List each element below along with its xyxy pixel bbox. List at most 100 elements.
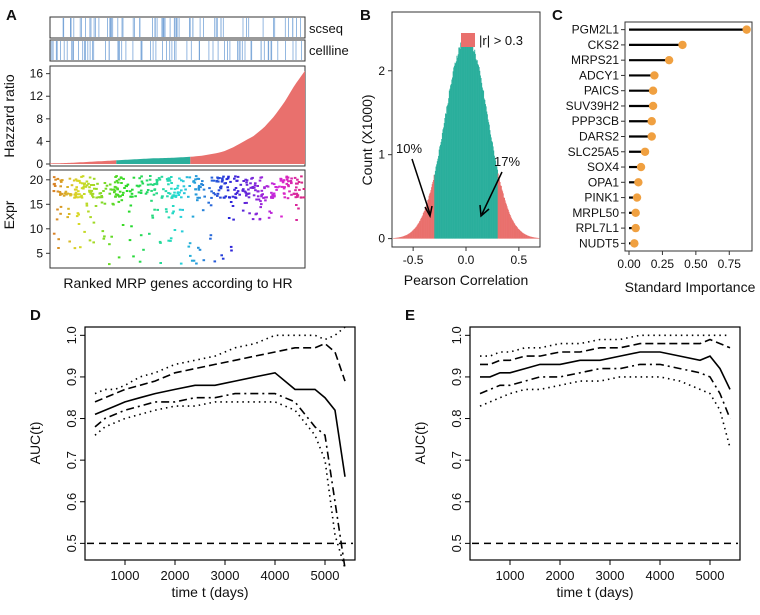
expr-point xyxy=(241,209,245,212)
hist-bar xyxy=(396,237,398,239)
expr-point xyxy=(176,184,180,187)
lollipop-point xyxy=(648,86,658,95)
expr-point xyxy=(75,188,78,191)
expr-point xyxy=(219,187,223,190)
expr-point xyxy=(231,195,235,198)
hist-bar xyxy=(488,124,490,239)
expr-point xyxy=(118,190,122,193)
hist-bar xyxy=(439,146,441,239)
expr-point xyxy=(229,245,233,248)
expr-point xyxy=(283,186,286,189)
hist-bar xyxy=(435,166,437,239)
expr-point xyxy=(286,176,290,179)
hist-bar xyxy=(538,238,540,239)
expr-point xyxy=(88,239,92,242)
expr-point xyxy=(85,184,89,187)
hr-y-tick-label: 16 xyxy=(30,67,44,81)
expr-point xyxy=(64,190,68,193)
hist-bar xyxy=(524,234,526,239)
hist-bar xyxy=(407,234,408,239)
scseq-track xyxy=(62,18,301,37)
expr-point xyxy=(74,195,77,198)
expr-point xyxy=(250,177,253,180)
hist-bar xyxy=(420,217,422,239)
hist-bar xyxy=(535,237,537,239)
gene-label: SOX4 xyxy=(587,160,619,174)
expr-point xyxy=(287,185,290,188)
expr-point xyxy=(295,182,298,185)
expr-point xyxy=(151,216,155,219)
hist-bar xyxy=(493,150,495,239)
panel-b: B |r| > 0.3 10% 17% -0.5 0.0 0.5 0 1 2 Count … xyxy=(359,7,541,288)
hist-bar xyxy=(464,37,466,239)
auc-line-lower-dotted xyxy=(479,376,731,448)
expr-point xyxy=(56,177,60,180)
gene-label: CKS2 xyxy=(588,38,620,52)
expr-point xyxy=(59,185,62,188)
expr-point xyxy=(113,181,117,184)
expr-point xyxy=(202,259,206,262)
expr-point xyxy=(170,182,173,184)
hist-bar xyxy=(479,70,481,239)
expr-point xyxy=(167,183,170,186)
expr-point xyxy=(75,186,78,189)
hist-bar xyxy=(478,65,479,239)
expr-point xyxy=(177,194,181,196)
auc-e-frame xyxy=(469,326,741,561)
expr-point xyxy=(219,196,222,199)
expr-point xyxy=(168,178,171,181)
hr-y-label: Hazzard ratio xyxy=(1,74,17,157)
hist-bar xyxy=(472,51,474,239)
hist-bar xyxy=(521,231,523,239)
expr-point xyxy=(285,182,289,185)
expr-point xyxy=(90,189,94,192)
hist-bar xyxy=(499,182,501,239)
expr-point xyxy=(121,224,125,226)
panel-a-x-label: Ranked MRP genes according to HR xyxy=(63,275,292,291)
expr-point xyxy=(195,262,198,265)
expr-point xyxy=(294,189,297,192)
expr-point xyxy=(182,185,186,188)
hist-bar xyxy=(432,181,434,239)
expr-point xyxy=(285,178,289,181)
expr-point xyxy=(121,194,124,196)
expr-point xyxy=(52,183,56,186)
hist-bar xyxy=(502,193,504,239)
expr-point xyxy=(249,186,253,189)
expr-point xyxy=(110,235,113,238)
hist-bar xyxy=(519,230,521,239)
gene-label: DARS2 xyxy=(579,130,619,144)
expr-point xyxy=(280,215,283,218)
expr-point xyxy=(282,187,286,190)
expr-point xyxy=(88,189,91,192)
auc-x-tick-label: 5000 xyxy=(696,568,725,583)
hist-bar xyxy=(529,236,531,239)
expr-point xyxy=(172,194,175,197)
hist-bar xyxy=(502,191,504,239)
expr-point xyxy=(164,190,168,193)
expr-point xyxy=(149,175,152,177)
hist-bar xyxy=(500,185,502,239)
expr-point xyxy=(207,201,210,204)
expr-point xyxy=(288,190,291,193)
auc-y-tick-label: 0.8 xyxy=(449,409,464,427)
hist-bar xyxy=(490,134,492,239)
expr-point xyxy=(171,195,174,198)
auc-line-estimate xyxy=(94,371,346,477)
expr-point xyxy=(101,230,105,233)
hist-bar xyxy=(423,211,425,239)
expr-y-tick-label: 5 xyxy=(36,246,43,260)
expr-point xyxy=(180,230,184,233)
hist-bar xyxy=(436,164,438,239)
expr-point xyxy=(94,205,98,207)
expr-point xyxy=(112,188,116,191)
expr-point xyxy=(165,178,169,181)
expr-point xyxy=(176,187,179,190)
expr-point xyxy=(216,194,219,197)
expr-point xyxy=(254,189,257,192)
auc-line-upper-dashed xyxy=(480,338,731,366)
expr-point xyxy=(295,204,298,206)
expr-point xyxy=(105,184,109,187)
expr-point xyxy=(255,212,258,215)
expr-point xyxy=(201,184,205,186)
